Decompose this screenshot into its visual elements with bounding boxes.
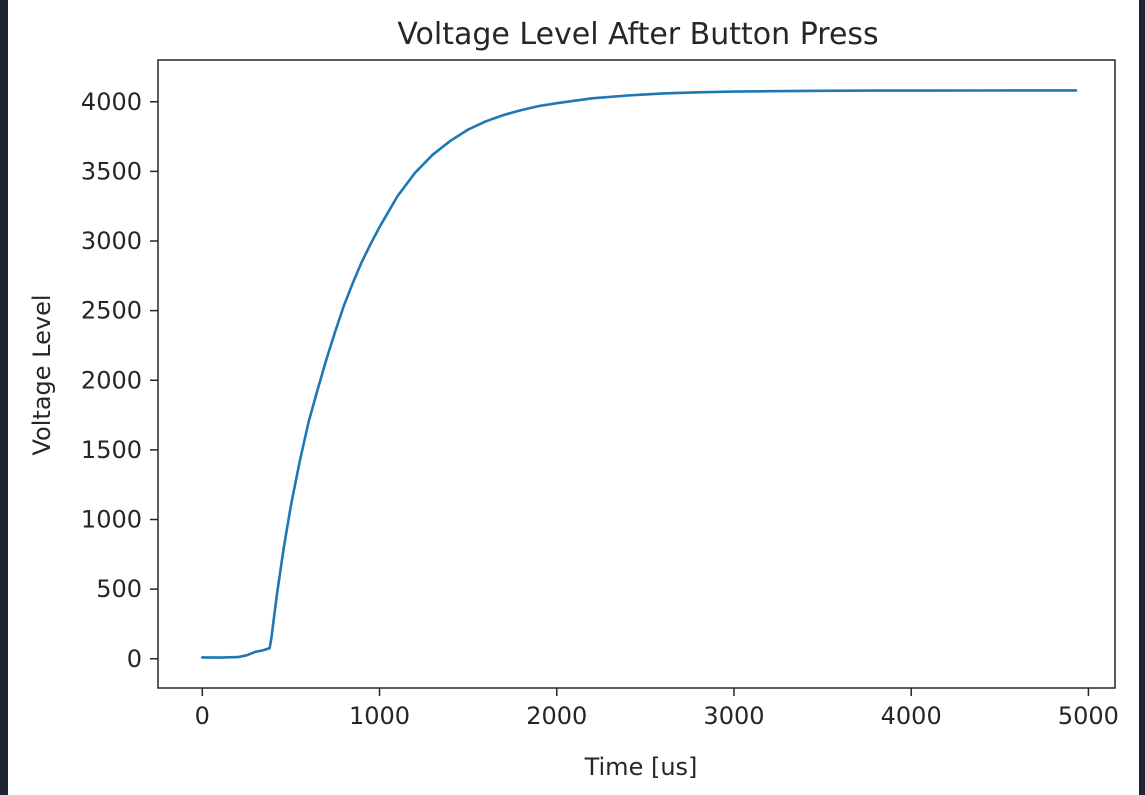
y-tick-label: 4000 [81, 88, 142, 116]
y-tick-label: 500 [96, 575, 142, 603]
x-tick-label: 4000 [881, 702, 942, 730]
chart-title: Voltage Level After Button Press [397, 17, 878, 52]
y-axis-label: Voltage Level [28, 294, 56, 455]
series-line-0 [201, 89, 1078, 659]
x-axis-label: Time [us] [584, 753, 698, 781]
x-tick-label: 2000 [526, 702, 587, 730]
y-tick-label: 3500 [81, 157, 142, 185]
chart-panel: Voltage Level After Button Press 0 1000 20… [8, 0, 1139, 795]
y-tick-label: 0 [127, 645, 142, 673]
x-tick-label: 0 [195, 702, 210, 730]
y-tick-label: 2500 [81, 297, 142, 325]
plot-lines [201, 89, 1078, 659]
axis-ticks: 0 1000 2000 3000 4000 5000 0 500 1000 1500 2000 250… [81, 88, 1119, 730]
plot-frame [157, 59, 1116, 689]
x-tick-label: 1000 [349, 702, 410, 730]
y-tick-label: 1500 [81, 436, 142, 464]
y-tick-label: 2000 [81, 366, 142, 394]
y-tick-label: 1000 [81, 506, 142, 534]
line-chart: Voltage Level After Button Press 0 1000 20… [28, 17, 1119, 781]
x-tick-label: 5000 [1058, 702, 1119, 730]
y-tick-label: 3000 [81, 227, 142, 255]
x-tick-label: 3000 [703, 702, 764, 730]
